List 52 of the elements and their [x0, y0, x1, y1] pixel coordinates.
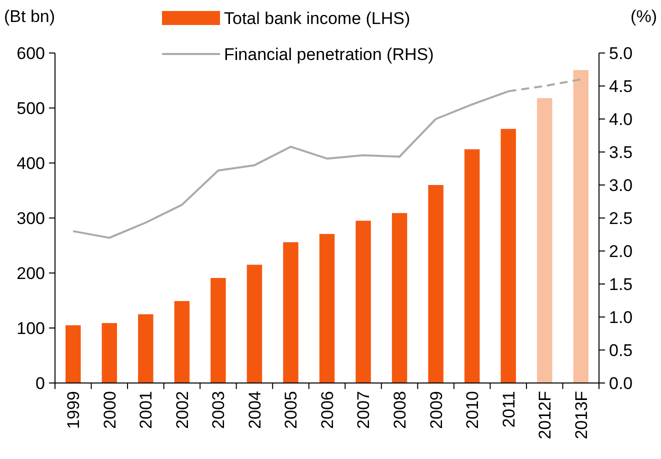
- y2-tick-label: 3.5: [609, 142, 633, 162]
- x-tick-label: 2008: [390, 391, 410, 429]
- x-tick-label: 2006: [318, 391, 337, 429]
- y2-tick-label: 0.5: [609, 340, 633, 360]
- y2-axis-title: (%): [630, 7, 657, 26]
- bar: [392, 213, 408, 383]
- bar: [138, 314, 154, 383]
- y-tick-label: 200: [16, 264, 45, 283]
- bar: [174, 301, 190, 383]
- x-tick-label: 2005: [282, 391, 301, 429]
- bar: [536, 98, 552, 383]
- y-tick-label: 400: [16, 154, 45, 173]
- y-tick-label: 0: [36, 374, 45, 393]
- bar: [246, 264, 262, 383]
- y2-tick-label: 1.0: [609, 308, 633, 327]
- bar: [573, 70, 588, 383]
- bar: [210, 278, 226, 383]
- legend-label: Financial penetration (RHS): [224, 44, 434, 64]
- bar: [102, 323, 118, 383]
- bar: [464, 149, 480, 383]
- bar: [319, 234, 335, 383]
- y2-tick-label: 4.0: [609, 110, 633, 129]
- y-tick-label: 500: [16, 98, 45, 118]
- x-tick-label: 2001: [136, 391, 156, 429]
- x-tick-label: 2011: [499, 391, 518, 428]
- y2-tick-label: 0.0: [609, 374, 633, 393]
- x-tick-label: 2002: [172, 391, 192, 429]
- y-tick-label: 600: [16, 44, 45, 63]
- y-axis-title: (Bt bn): [4, 7, 56, 26]
- y2-tick-label: 3.0: [609, 176, 633, 195]
- y2-tick-label: 2.5: [609, 208, 633, 228]
- x-tick-label: 2009: [426, 391, 446, 429]
- bar: [356, 220, 371, 383]
- x-tick-label: 2004: [245, 391, 264, 429]
- x-tick-label: 2012F: [536, 391, 555, 440]
- y2-tick-label: 1.5: [609, 274, 633, 294]
- x-tick-label: 2013F: [572, 391, 591, 440]
- x-tick-label: 2007: [354, 391, 374, 429]
- bar: [283, 242, 298, 383]
- bar: [66, 325, 81, 383]
- y2-tick-label: 2.0: [609, 242, 633, 261]
- y-tick-label: 100: [16, 318, 45, 338]
- y-tick-label: 300: [16, 208, 45, 228]
- bar: [428, 185, 444, 383]
- bar: [500, 128, 516, 383]
- x-tick-label: 1999: [64, 391, 84, 429]
- x-tick-label: 2010: [463, 391, 482, 429]
- x-tick-label: 2003: [209, 391, 228, 429]
- y2-tick-label: 5.0: [609, 44, 633, 63]
- y2-tick-label: 4.5: [609, 76, 633, 96]
- legend-label: Total bank income (LHS): [224, 8, 410, 28]
- x-tick-label: 2000: [100, 391, 120, 429]
